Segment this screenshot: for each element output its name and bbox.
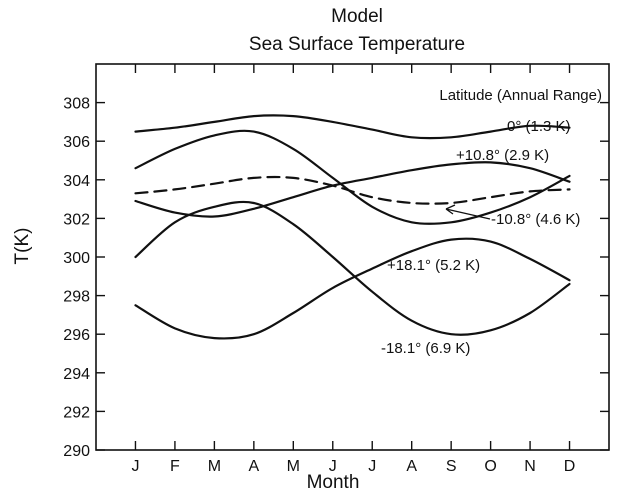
- x-tick-label-5: J: [329, 458, 337, 475]
- series-label-arrow: [445, 204, 491, 220]
- x-tick-label-0: J: [131, 458, 139, 475]
- x-tick-label-3: A: [249, 458, 260, 475]
- y-tick-label-3: 296: [63, 327, 90, 344]
- series-label-5: -18.1° (6.9 K): [381, 340, 470, 357]
- y-tick-label-1: 292: [63, 404, 90, 421]
- y-tick-label-8: 306: [63, 134, 90, 151]
- y-tick-label-9: 308: [63, 96, 90, 113]
- y-tick-label-4: 298: [63, 289, 90, 306]
- series-label-1: +10.8° (2.9 K): [456, 147, 549, 164]
- chart-subtitle: Sea Surface Temperature: [249, 34, 465, 55]
- y-tick-label-0: 290: [63, 443, 90, 460]
- series-layer: [134, 114, 571, 340]
- x-tick-label-2: M: [208, 458, 221, 475]
- y-tick-label-2: 294: [63, 366, 90, 383]
- series-line-3: [134, 175, 571, 205]
- chart-title: Model: [331, 6, 383, 27]
- y-axis-label: T(K): [12, 228, 33, 265]
- x-tick-label-9: O: [484, 458, 496, 475]
- x-tick-label-6: J: [368, 458, 376, 475]
- x-axis-label: Month: [307, 472, 360, 493]
- legend-title: Latitude (Annual Range): [439, 87, 602, 104]
- y-tick-label-6: 302: [63, 211, 90, 228]
- x-tick-label-10: N: [524, 458, 536, 475]
- series-line-4: [134, 237, 571, 340]
- x-tick-label-1: F: [170, 458, 180, 475]
- series-line-5: [134, 200, 571, 336]
- y-tick-label-5: 300: [63, 250, 90, 267]
- x-tick-label-7: A: [406, 458, 417, 475]
- series-line-1: [134, 161, 571, 218]
- series-label-2: -10.8° (4.6 K): [491, 211, 580, 228]
- x-tick-label-11: D: [564, 458, 576, 475]
- axis-ticks: 290 292 294 296 298 300 302 304 306 308 J F M A M J J A S O…: [63, 64, 609, 475]
- series-label-0: 0° (1.3 K): [507, 118, 571, 135]
- x-tick-label-4: M: [287, 458, 300, 475]
- series-line-0: [134, 114, 571, 140]
- series-label-4: +18.1° (5.2 K): [387, 257, 480, 274]
- y-tick-label-7: 304: [63, 173, 90, 190]
- x-tick-label-8: S: [446, 458, 457, 475]
- series-line-2: [134, 129, 571, 225]
